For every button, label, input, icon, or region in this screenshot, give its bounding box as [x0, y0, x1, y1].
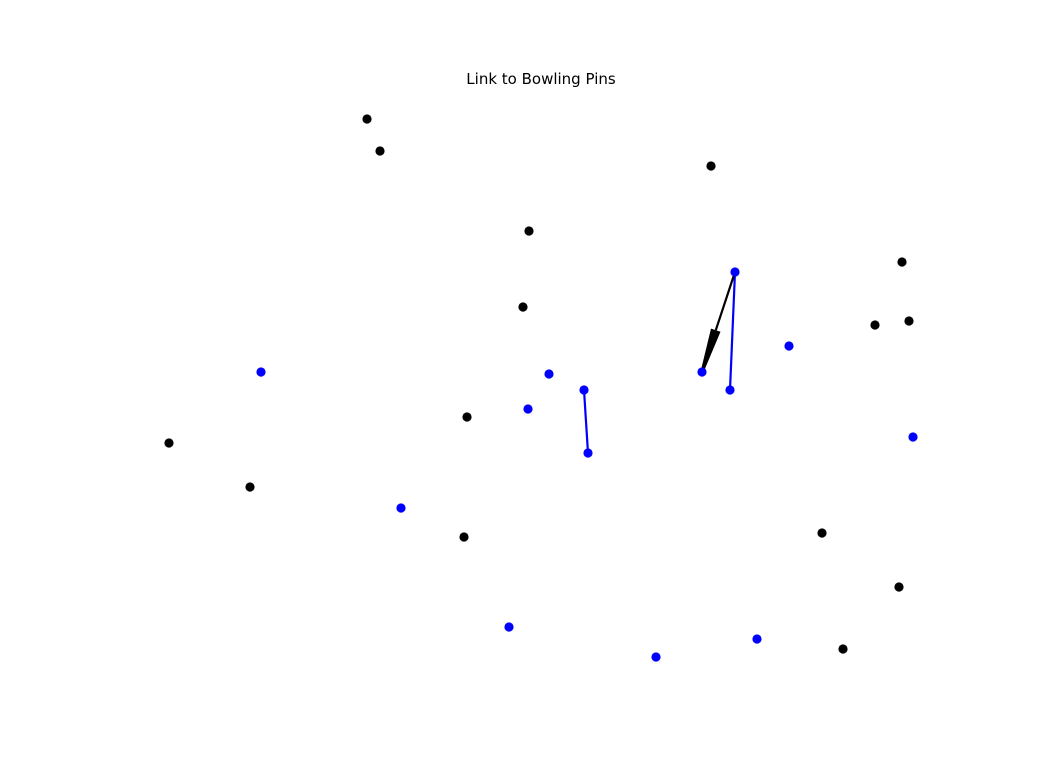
node-b5 [697, 367, 707, 377]
node-n12 [459, 532, 469, 542]
node-n4 [524, 226, 534, 236]
node-n2 [375, 146, 385, 156]
node-n1 [362, 114, 372, 124]
node-n9 [462, 412, 472, 422]
edges-layer [582, 271, 737, 454]
node-b11 [396, 503, 406, 513]
node-b13 [752, 634, 762, 644]
edge-b1-b5 [714, 271, 737, 331]
node-n11 [245, 482, 255, 492]
node-n15 [838, 644, 848, 654]
node-b9 [908, 432, 918, 442]
edge-b1-b7 [728, 271, 737, 391]
node-b4 [544, 369, 554, 379]
arrow-head-b1-b5 [700, 328, 721, 373]
node-n5 [897, 257, 907, 267]
node-n3 [706, 161, 716, 171]
edge-b6-b10 [582, 389, 590, 454]
node-n6 [518, 302, 528, 312]
node-n13 [817, 528, 827, 538]
figure-title: Link to Bowling Pins [466, 70, 616, 88]
node-b6 [579, 385, 589, 395]
node-b7 [725, 385, 735, 395]
node-n10 [164, 438, 174, 448]
node-b1 [730, 267, 740, 277]
node-n14 [894, 582, 904, 592]
node-b3 [256, 367, 266, 377]
node-n7 [870, 320, 880, 330]
node-b8 [523, 404, 533, 414]
node-b10 [583, 448, 593, 458]
nodes-layer [164, 114, 918, 662]
node-n8 [904, 316, 914, 326]
node-b12 [504, 622, 514, 632]
node-b14 [651, 652, 661, 662]
node-b2 [784, 341, 794, 351]
